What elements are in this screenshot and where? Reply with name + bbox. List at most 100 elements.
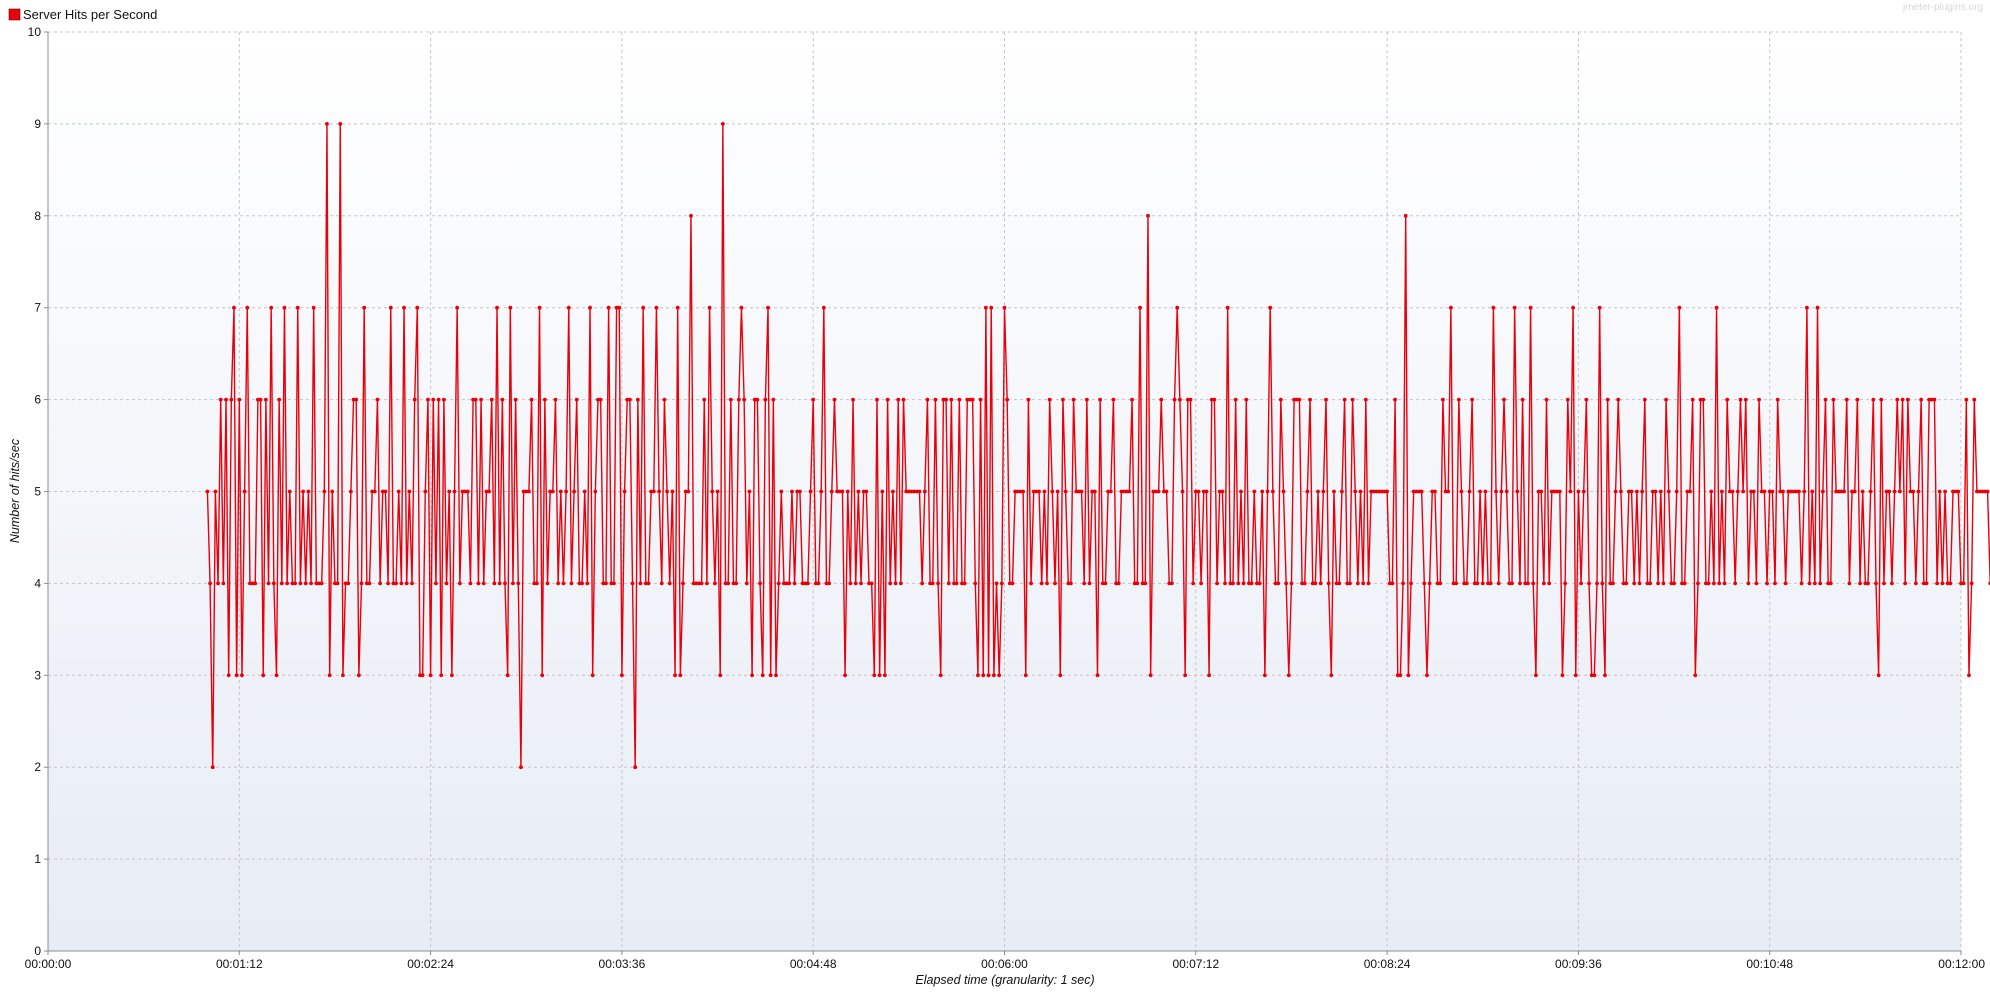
data-point xyxy=(1975,489,1979,494)
data-point xyxy=(375,397,380,402)
data-point xyxy=(463,489,468,494)
data-point xyxy=(742,397,747,402)
data-point xyxy=(1504,489,1509,494)
data-point xyxy=(1690,397,1695,402)
data-point xyxy=(1640,489,1645,494)
data-point xyxy=(1443,489,1448,494)
data-point xyxy=(705,581,709,586)
data-point xyxy=(1249,581,1254,586)
data-point xyxy=(1018,489,1023,494)
data-point xyxy=(1568,489,1573,494)
data-point xyxy=(1608,581,1613,586)
data-point xyxy=(891,489,895,494)
data-point xyxy=(1013,489,1018,494)
data-point xyxy=(378,581,383,586)
data-point xyxy=(978,397,983,402)
data-point xyxy=(441,397,446,402)
data-point xyxy=(1029,581,1033,586)
data-point xyxy=(412,397,417,402)
data-point xyxy=(1951,489,1955,494)
data-point xyxy=(1034,489,1039,494)
data-point xyxy=(622,489,627,494)
data-point xyxy=(811,397,816,402)
data-point xyxy=(1706,581,1711,586)
data-point xyxy=(633,765,638,770)
data-point xyxy=(824,581,829,586)
data-point xyxy=(1241,581,1246,586)
data-point xyxy=(630,581,635,586)
data-point xyxy=(718,673,723,678)
data-point xyxy=(1595,581,1599,586)
data-point xyxy=(1162,489,1166,494)
data-point xyxy=(691,581,696,586)
data-point xyxy=(925,397,930,402)
data-point xyxy=(1717,581,1722,586)
data-point xyxy=(457,581,462,586)
data-point xyxy=(625,397,630,402)
y-tick-label: 2 xyxy=(34,760,41,774)
data-point xyxy=(1050,489,1055,494)
x-tick-label: 00:07:12 xyxy=(1172,957,1219,971)
data-point xyxy=(250,581,255,586)
data-point xyxy=(423,489,428,494)
data-point xyxy=(1053,581,1057,586)
data-point xyxy=(229,397,234,402)
data-point xyxy=(277,397,282,402)
data-point xyxy=(1379,489,1384,494)
data-point xyxy=(545,581,550,586)
data-point xyxy=(1042,489,1047,494)
data-point xyxy=(473,397,478,402)
data-point xyxy=(452,489,457,494)
data-point xyxy=(1637,581,1642,586)
data-point xyxy=(306,489,311,494)
data-point xyxy=(1563,581,1568,586)
data-point xyxy=(792,581,797,586)
data-point xyxy=(1584,397,1589,402)
data-point xyxy=(1007,581,1012,586)
legend-label: Server Hits per Second xyxy=(23,7,157,22)
data-point xyxy=(224,397,228,402)
data-point xyxy=(1172,397,1177,402)
data-point xyxy=(1071,397,1076,402)
data-point xyxy=(322,489,327,494)
data-point xyxy=(1600,581,1605,586)
data-point xyxy=(1781,489,1785,494)
data-point xyxy=(864,489,869,494)
data-point xyxy=(588,305,592,310)
y-tick-label: 6 xyxy=(34,393,41,407)
data-point xyxy=(1937,489,1942,494)
data-point xyxy=(1536,489,1541,494)
data-point xyxy=(888,581,893,586)
data-point xyxy=(821,305,826,310)
data-point xyxy=(612,581,616,586)
data-point xyxy=(1361,581,1366,586)
data-point xyxy=(1789,489,1793,494)
data-point xyxy=(1090,489,1095,494)
data-point xyxy=(556,581,561,586)
data-point xyxy=(351,397,356,402)
data-point xyxy=(1502,397,1506,402)
data-point xyxy=(1826,581,1831,586)
data-point xyxy=(521,489,526,494)
data-point xyxy=(949,397,954,402)
data-point xyxy=(1114,581,1118,586)
data-point xyxy=(869,581,874,586)
data-point xyxy=(1815,305,1820,310)
data-point xyxy=(274,673,279,678)
data-point xyxy=(1834,489,1839,494)
data-point xyxy=(1010,581,1015,586)
data-point xyxy=(819,489,824,494)
data-point xyxy=(1332,489,1336,494)
data-point xyxy=(1619,489,1623,494)
data-point xyxy=(1015,489,1020,494)
data-point xyxy=(1087,581,1092,586)
data-point xyxy=(651,489,656,494)
data-point xyxy=(606,305,611,310)
data-point xyxy=(641,305,646,310)
data-point xyxy=(805,581,810,586)
data-point xyxy=(1900,397,1905,402)
data-point xyxy=(1175,305,1180,310)
data-point xyxy=(782,581,786,586)
data-point xyxy=(218,397,223,402)
data-point xyxy=(856,489,861,494)
